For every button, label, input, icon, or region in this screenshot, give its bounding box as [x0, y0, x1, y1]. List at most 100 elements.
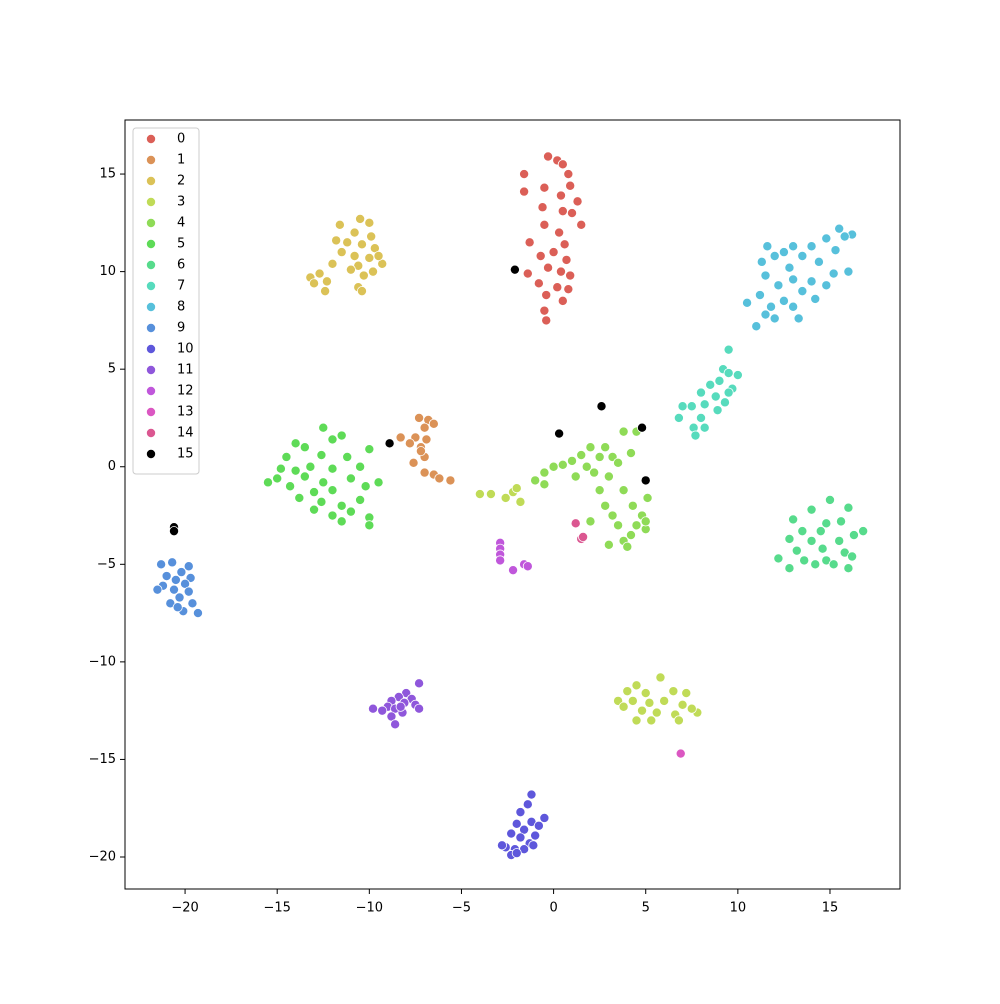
point: [686, 703, 697, 714]
point: [699, 399, 710, 410]
point: [511, 818, 522, 829]
point: [318, 422, 329, 433]
point: [784, 533, 795, 544]
point: [355, 494, 366, 505]
point: [839, 231, 850, 242]
point: [714, 375, 725, 386]
point: [824, 494, 835, 505]
point: [655, 672, 666, 683]
point: [677, 699, 688, 710]
point: [843, 563, 854, 574]
point: [567, 455, 578, 466]
legend-marker: [145, 259, 156, 270]
plot-frame: [124, 119, 901, 890]
legend-marker: [145, 196, 156, 207]
legend-label: 10: [177, 342, 194, 357]
point: [603, 539, 614, 550]
point: [539, 479, 550, 490]
point: [419, 467, 430, 478]
point: [756, 256, 767, 267]
point: [336, 430, 347, 441]
legend-label: 11: [177, 363, 194, 378]
y-tick-label: −20: [89, 849, 116, 864]
point: [445, 475, 456, 486]
legend-label: 14: [177, 426, 194, 441]
point: [373, 477, 384, 488]
legend-marker: [145, 280, 156, 291]
legend-marker: [145, 427, 156, 438]
point: [788, 301, 799, 312]
point: [421, 434, 432, 445]
point: [600, 442, 611, 453]
point: [318, 477, 329, 488]
point: [316, 496, 327, 507]
point: [646, 715, 657, 726]
point: [799, 555, 810, 566]
point: [637, 422, 648, 433]
point: [526, 789, 537, 800]
point: [414, 412, 425, 423]
point: [719, 397, 730, 408]
point: [336, 500, 347, 511]
point: [797, 251, 808, 262]
legend-label: 15: [177, 447, 194, 462]
point: [699, 422, 710, 433]
legend-label: 2: [177, 174, 185, 189]
point: [537, 202, 548, 213]
point: [552, 282, 563, 293]
point: [557, 459, 568, 470]
point: [172, 602, 183, 613]
point: [847, 551, 858, 562]
point: [806, 276, 817, 287]
point: [695, 387, 706, 398]
point: [631, 680, 642, 691]
point: [618, 701, 629, 712]
legend-marker: [145, 238, 156, 249]
point: [368, 703, 379, 714]
point: [290, 465, 301, 476]
point: [508, 565, 519, 576]
point: [821, 280, 832, 291]
point: [581, 461, 592, 472]
y-tick-label: 10: [99, 264, 116, 279]
point: [760, 270, 771, 281]
point: [836, 516, 847, 527]
point: [519, 186, 530, 197]
point: [169, 526, 180, 537]
point: [810, 559, 821, 570]
point: [281, 451, 292, 462]
point: [651, 707, 662, 718]
point: [589, 467, 600, 478]
y-tick-label: 5: [108, 362, 116, 377]
point: [366, 231, 377, 242]
point: [784, 563, 795, 574]
point: [327, 510, 338, 521]
point: [395, 432, 406, 443]
point: [327, 258, 338, 269]
point: [712, 405, 723, 416]
point: [834, 223, 845, 234]
point: [773, 280, 784, 291]
point: [723, 368, 734, 379]
point: [705, 379, 716, 390]
x-tick-label: 15: [822, 901, 839, 916]
point: [316, 450, 327, 461]
y-tick-label: 0: [108, 459, 116, 474]
point: [539, 305, 550, 316]
point: [314, 268, 325, 279]
point: [309, 487, 320, 498]
point: [327, 434, 338, 445]
point: [408, 457, 419, 468]
legend-marker: [145, 301, 156, 312]
point: [576, 450, 587, 461]
point: [830, 245, 841, 256]
point: [390, 719, 401, 730]
point: [539, 219, 550, 230]
x-tick-label: 10: [730, 901, 747, 916]
point: [356, 239, 367, 250]
point: [762, 241, 773, 252]
point: [192, 608, 203, 619]
point: [557, 159, 568, 170]
point: [567, 208, 578, 219]
